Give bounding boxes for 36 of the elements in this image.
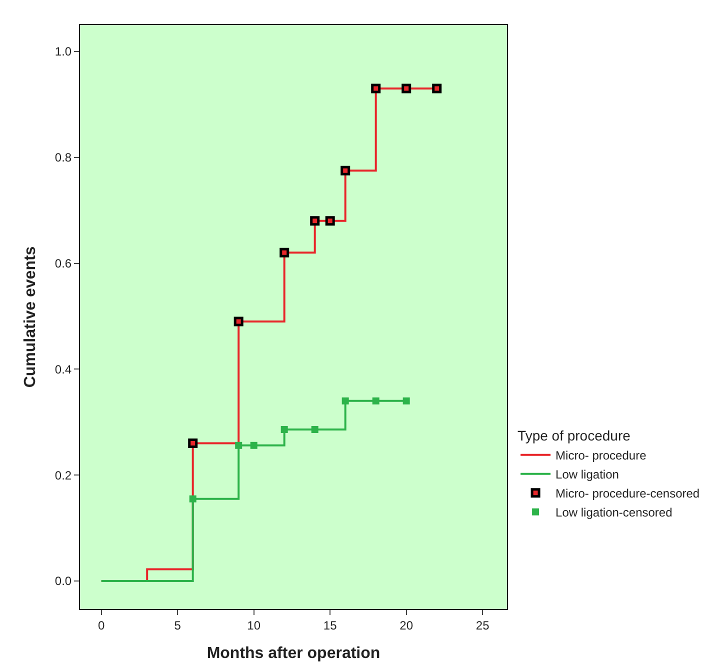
point [310,216,320,226]
point [372,397,380,404]
point [250,442,258,449]
point [234,316,244,326]
point [371,84,381,94]
x-tick-label: 0 [98,618,106,632]
y-tick-label: 0.2 [54,468,72,482]
y-tick-label: 0.8 [54,150,72,165]
point [325,216,335,226]
point [402,84,412,94]
point [235,442,242,449]
x-axis-title: Months after operation [206,645,380,662]
legend-label: Micro- procedure [556,448,647,462]
y-tick-label: 0.6 [54,256,72,270]
point [402,397,410,404]
y-tick-label: 1.0 [54,44,72,59]
point [280,248,290,258]
point [311,426,318,434]
point [432,84,442,94]
y-tick-label: 0.4 [54,362,72,376]
point [189,495,196,502]
y-axis-title: Cumulative events [22,246,39,388]
legend-label: Low ligation [556,468,619,482]
x-tick-label: 25 [476,618,490,632]
y-tick-label: 0.0 [54,574,72,588]
x-tick-label: 10 [247,618,261,632]
point [340,166,350,176]
point [342,397,349,404]
legend-label: Micro- procedure-censored [556,486,700,500]
x-tick-label: 5 [174,618,182,632]
x-tick-label: 20 [400,618,414,632]
point [188,438,198,448]
legend-title: Type of procedure [518,427,631,444]
x-tick-label: 15 [323,618,338,632]
legend-label: Low ligation-censored [556,506,672,520]
point [280,426,288,434]
